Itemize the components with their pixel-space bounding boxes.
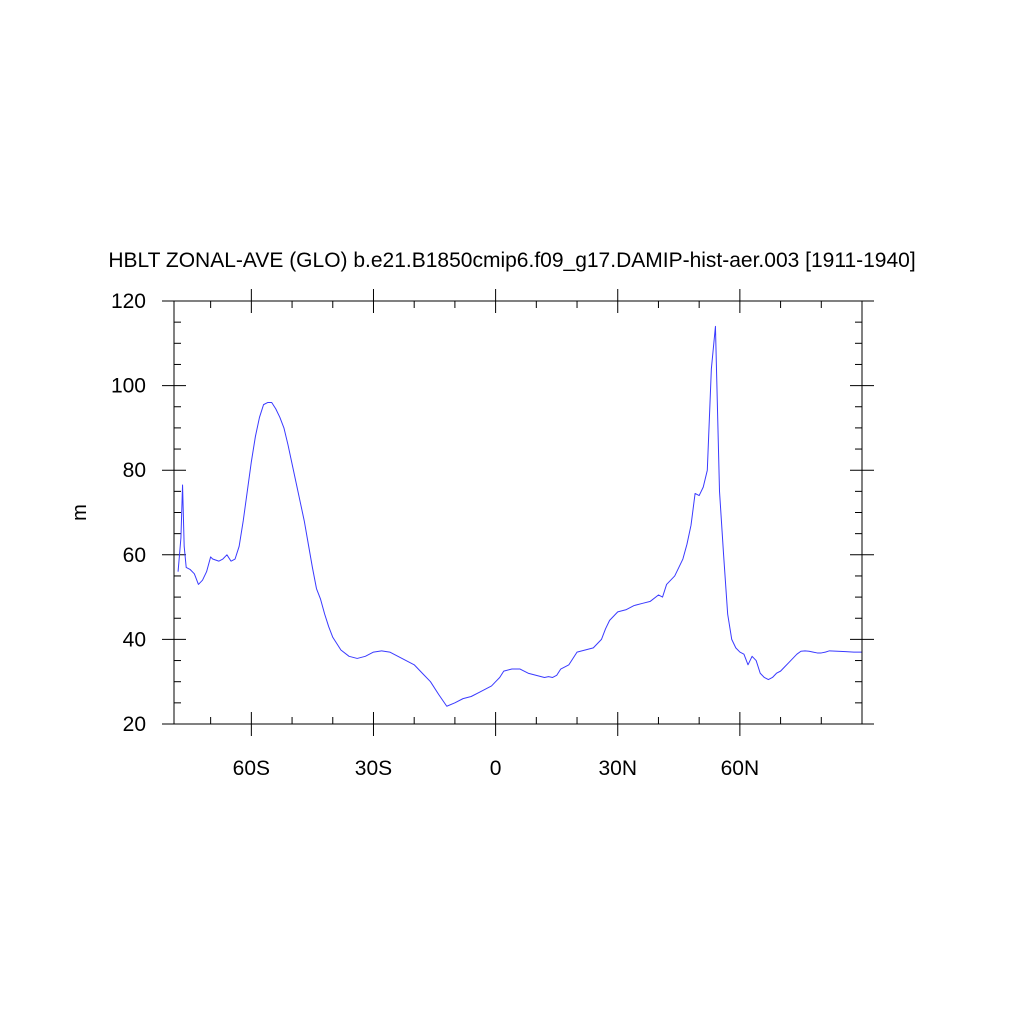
x-tick-label: 30S	[355, 757, 392, 780]
y-tick-label: 60	[123, 544, 146, 567]
chart-title: HBLT ZONAL-AVE (GLO) b.e21.B1850cmip6.f0…	[108, 249, 915, 272]
y-tick-label: 100	[111, 375, 146, 398]
y-axis-label: m	[69, 504, 91, 521]
plot-frame	[173, 300, 863, 725]
y-tick-label: 120	[111, 290, 146, 313]
series-layer	[177, 325, 862, 707]
y-tick-label: 20	[123, 713, 146, 736]
series-line-0	[177, 325, 862, 707]
x-tick-label: 30N	[598, 757, 637, 780]
x-tick-label: 60S	[233, 757, 270, 780]
x-tick-label: 0	[490, 757, 502, 780]
y-tick-label: 40	[123, 628, 146, 651]
x-tick-label: 60N	[721, 757, 760, 780]
y-tick-label: 80	[123, 459, 146, 482]
